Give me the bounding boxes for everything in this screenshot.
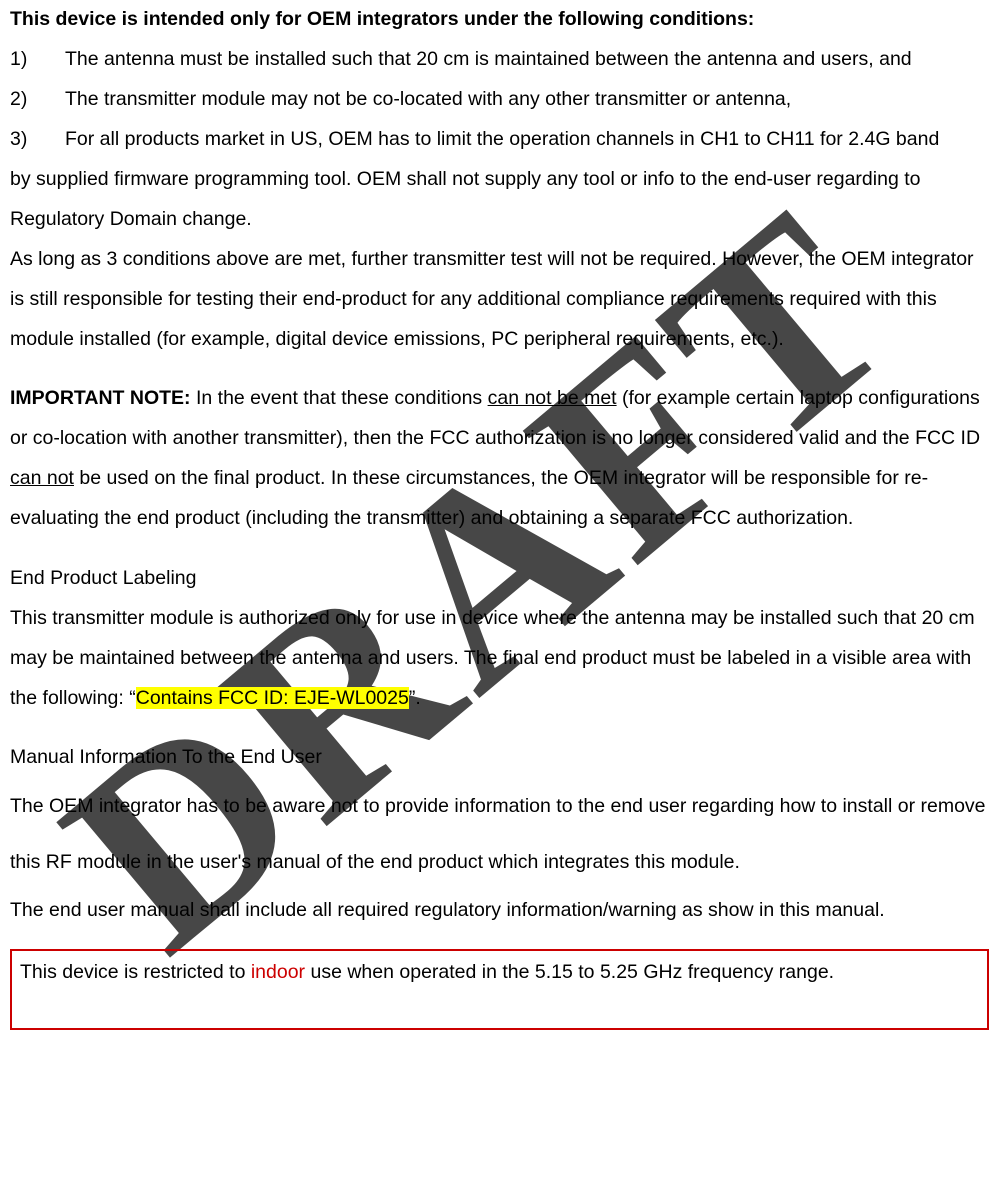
spacer xyxy=(10,360,989,380)
list-num-2: 2) xyxy=(10,80,65,120)
document-page: DRAFT This device is intended only for O… xyxy=(0,0,999,1188)
item3-continuation: by supplied firmware programming tool. O… xyxy=(10,160,989,240)
list-text-3: For all products market in US, OEM has t… xyxy=(65,120,989,160)
list-item-3: 3) For all products market in US, OEM ha… xyxy=(10,120,989,160)
list-item-2: 2) The transmitter module may not be co-… xyxy=(10,80,989,120)
spacer xyxy=(10,718,989,738)
indoor-word: indoor xyxy=(251,961,305,983)
intro-heading: This device is intended only for OEM int… xyxy=(10,0,989,40)
document-content: This device is intended only for OEM int… xyxy=(10,0,989,1030)
labeling-post: ”. xyxy=(409,687,421,709)
fcc-id-highlight: Contains FCC ID: EJE-WL0025 xyxy=(136,687,409,709)
list-text-1: The antenna must be installed such that … xyxy=(65,40,989,80)
list-item-1: 1) The antenna must be installed such th… xyxy=(10,40,989,80)
important-label: IMPORTANT NOTE: xyxy=(10,387,196,409)
labeling-heading: End Product Labeling xyxy=(10,559,989,599)
important-underline-2: can not xyxy=(10,467,74,489)
box-post: use when operated in the 5.15 to 5.25 GH… xyxy=(305,961,834,983)
manual-p2: The end user manual shall include all re… xyxy=(10,891,989,931)
important-underline-1: can not be met xyxy=(488,387,617,409)
spacer xyxy=(10,539,989,559)
important-post1: be used on the final product. In these c… xyxy=(10,467,928,529)
list-num-3: 3) xyxy=(10,120,65,160)
box-pre: This device is restricted to xyxy=(20,961,251,983)
labeling-paragraph: This transmitter module is authorized on… xyxy=(10,599,989,719)
manual-p1: The OEM integrator has to be aware not t… xyxy=(10,778,989,891)
list-text-2: The transmitter module may not be co-loc… xyxy=(65,80,989,120)
manual-heading: Manual Information To the End User xyxy=(10,738,989,778)
important-note: IMPORTANT NOTE: In the event that these … xyxy=(10,379,989,539)
restriction-box: This device is restricted to indoor use … xyxy=(10,949,989,1030)
important-pre1: In the event that these conditions xyxy=(196,387,488,409)
list-num-1: 1) xyxy=(10,40,65,80)
conditions-paragraph: As long as 3 conditions above are met, f… xyxy=(10,240,989,360)
